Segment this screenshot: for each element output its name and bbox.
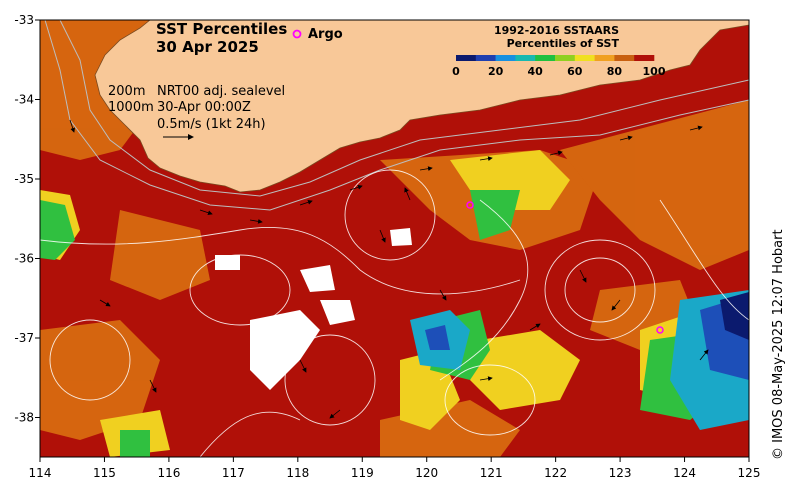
y-tick-label: -38 [14, 411, 34, 425]
x-tick-label: 114 [29, 466, 52, 480]
colorbar-tick-label: 100 [643, 65, 666, 78]
argo-legend-icon [292, 29, 302, 39]
credit-text: © IMOS 08-May-2025 12:07 Hobart [771, 229, 786, 460]
x-tick-label: 115 [93, 466, 116, 480]
argo-legend-label: Argo [308, 27, 343, 42]
colorbar-swatch [495, 55, 516, 61]
product-label: NRT00 adj. sealevel [157, 84, 285, 99]
current-vectors [69, 119, 709, 419]
x-tick-label: 120 [415, 466, 438, 480]
colorbar-tick-label: 20 [488, 65, 504, 78]
colorbar-swatch [614, 55, 635, 61]
colorbar-swatch [634, 55, 655, 61]
x-tick-label: 121 [480, 466, 503, 480]
colorbar-tick-label: 60 [567, 65, 583, 78]
colorbar-swatch [456, 55, 477, 61]
x-tick-label: 124 [673, 466, 696, 480]
x-tick-label: 117 [222, 466, 245, 480]
colorbar-tick-label: 0 [452, 65, 460, 78]
y-tick-label: -36 [14, 252, 34, 266]
no-data-patches [215, 228, 412, 390]
colorbar-swatch [515, 55, 536, 61]
colorbar-swatch [475, 55, 496, 61]
plot-frame [39, 19, 750, 458]
x-tick-label: 119 [351, 466, 374, 480]
sealevel-contours [40, 169, 749, 457]
legend-ticks: 0 20 40 60 80 100 [452, 65, 666, 78]
contour-1000m-label: 1000m [108, 100, 154, 115]
x-tick-label: 116 [157, 466, 180, 480]
x-axis-ticks: 114 115 116 117 118 119 120 121 122 123 124 125 [29, 457, 761, 480]
argo-floats [466, 201, 664, 334]
x-tick-label: 118 [286, 466, 309, 480]
x-tick-label: 123 [609, 466, 632, 480]
colorbar-swatch [574, 55, 595, 61]
colorbar-swatch [535, 55, 556, 61]
vector-scale-label: 0.5m/s (1kt 24h) [157, 117, 266, 132]
y-tick-label: -33 [14, 13, 34, 27]
colorbar-swatch [555, 55, 576, 61]
map-title: SST Percentiles [156, 20, 287, 38]
y-axis-ticks: -33 -34 -35 -36 -37 -38 [14, 13, 40, 425]
colorbar-tick-label: 40 [528, 65, 544, 78]
map-plot-area [40, 20, 749, 457]
x-tick-label: 125 [738, 466, 761, 480]
y-tick-label: -35 [14, 172, 34, 186]
contour-200m-label: 200m [108, 84, 145, 99]
australia-landmass [94, 20, 749, 193]
x-tick-label: 122 [544, 466, 567, 480]
bathymetry-contours [44, 20, 749, 211]
y-tick-label: -37 [14, 331, 34, 345]
percentile-patches-cool [410, 290, 749, 430]
legend-title-line1: 1992-2016 SSTAARS [494, 24, 619, 37]
map-date: 30 Apr 2025 [156, 38, 259, 56]
colorbar-tick-label: 80 [607, 65, 623, 78]
colorbar-swatch [594, 55, 615, 61]
legend-colorbar [456, 55, 655, 61]
legend-title-line2: Percentiles of SST [507, 37, 620, 50]
y-tick-label: -34 [14, 93, 34, 107]
time-label: 30-Apr 00:00Z [157, 100, 251, 115]
